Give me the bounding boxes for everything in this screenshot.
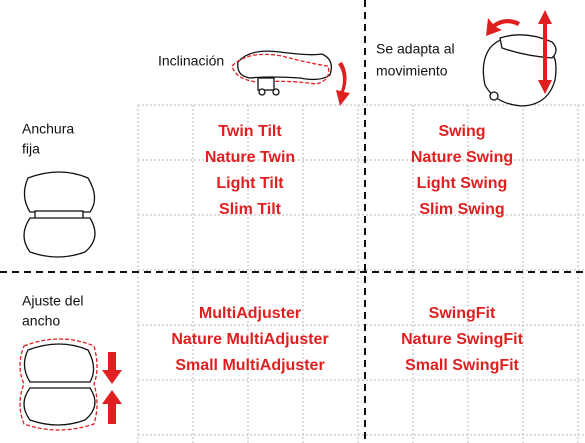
column-label: movimiento [376, 63, 448, 79]
product-name: Nature Swing [411, 149, 513, 166]
grid [137, 104, 585, 443]
product-name: Nature MultiAdjuster [171, 331, 328, 348]
texts: Inclinación Se adapta al movimiento Anchura… [22, 41, 524, 375]
row-label: fija [22, 141, 40, 157]
tilt-icon [231, 50, 350, 106]
swing-icon [482, 10, 557, 107]
row-label: Anchura [22, 121, 74, 137]
product-name: Nature SwingFit [401, 331, 523, 348]
product-name: Slim Swing [419, 201, 504, 218]
row-label: Ajuste del [22, 293, 83, 309]
product-name: Twin Tilt [218, 123, 282, 140]
product-name: Small SwingFit [405, 357, 519, 374]
product-name: MultiAdjuster [199, 305, 301, 322]
product-name: SwingFit [429, 305, 496, 322]
column-label: Inclinación [158, 53, 224, 69]
product-name: Light Swing [417, 175, 508, 192]
fixed-width-icon [23, 171, 96, 258]
product-name: Light Tilt [216, 175, 284, 192]
row-label: ancho [22, 313, 60, 329]
product-name: Swing [438, 123, 485, 140]
adjustable-width-icon [19, 338, 122, 431]
product-name: Small MultiAdjuster [175, 357, 324, 374]
product-name: Nature Twin [205, 149, 295, 166]
column-label: Se adapta al [376, 41, 455, 57]
product-name: Slim Tilt [219, 201, 282, 218]
